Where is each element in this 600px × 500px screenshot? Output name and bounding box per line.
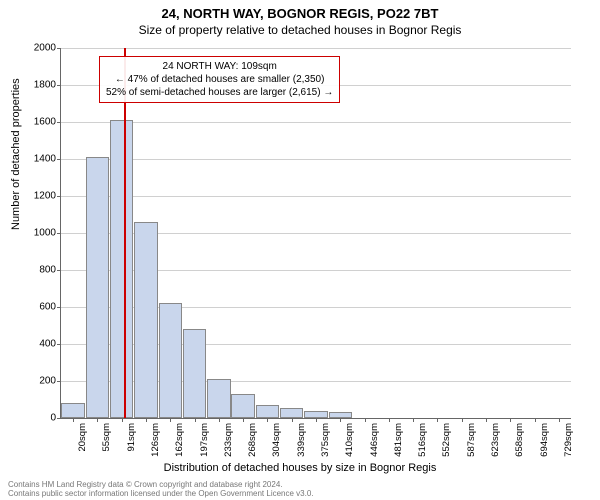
- ytick-mark: [57, 159, 61, 160]
- ytick-mark: [57, 85, 61, 86]
- bar: [183, 329, 206, 418]
- xtick-mark: [510, 418, 511, 422]
- xtick-label: 658sqm: [514, 423, 525, 457]
- xtick-label: 410sqm: [344, 423, 355, 457]
- xtick-label: 375sqm: [320, 423, 331, 457]
- xtick-mark: [219, 418, 220, 422]
- ytick-label: 1800: [16, 80, 56, 91]
- footer-line2: Contains public sector information licen…: [8, 489, 314, 498]
- gridline: [61, 48, 571, 49]
- xtick-mark: [122, 418, 123, 422]
- annotation-line: 52% of semi-detached houses are larger (…: [106, 86, 333, 99]
- bar: [159, 303, 182, 418]
- ytick-label: 1600: [16, 117, 56, 128]
- xtick-mark: [535, 418, 536, 422]
- bar: [256, 405, 279, 418]
- plot-region: 020040060080010001200140016001800200020s…: [60, 48, 571, 419]
- xtick-label: 304sqm: [271, 423, 282, 457]
- ytick-mark: [57, 122, 61, 123]
- reference-line: [124, 48, 126, 418]
- annotation-box: 24 NORTH WAY: 109sqm← 47% of detached ho…: [99, 56, 340, 103]
- xtick-label: 552sqm: [441, 423, 452, 457]
- ytick-label: 1400: [16, 154, 56, 165]
- xtick-mark: [462, 418, 463, 422]
- ytick-mark: [57, 196, 61, 197]
- xtick-label: 55sqm: [101, 423, 112, 452]
- xtick-mark: [243, 418, 244, 422]
- bar: [280, 408, 303, 418]
- footer-attribution: Contains HM Land Registry data © Crown c…: [8, 480, 314, 498]
- xtick-mark: [316, 418, 317, 422]
- gridline: [61, 196, 571, 197]
- xtick-mark: [73, 418, 74, 422]
- gridline: [61, 122, 571, 123]
- ytick-mark: [57, 48, 61, 49]
- bar: [134, 222, 157, 418]
- footer-line1: Contains HM Land Registry data © Crown c…: [8, 480, 314, 489]
- xtick-mark: [437, 418, 438, 422]
- xtick-label: 516sqm: [417, 423, 428, 457]
- xtick-label: 162sqm: [174, 423, 185, 457]
- ytick-mark: [57, 344, 61, 345]
- ytick-label: 1000: [16, 228, 56, 239]
- xtick-mark: [146, 418, 147, 422]
- ytick-mark: [57, 418, 61, 419]
- xtick-label: 694sqm: [539, 423, 550, 457]
- xtick-label: 481sqm: [393, 423, 404, 457]
- annotation-line: ← 47% of detached houses are smaller (2,…: [106, 73, 333, 86]
- chart-area: 020040060080010001200140016001800200020s…: [60, 48, 570, 418]
- xtick-mark: [365, 418, 366, 422]
- x-axis-label: Distribution of detached houses by size …: [0, 462, 600, 474]
- xtick-label: 587sqm: [466, 423, 477, 457]
- bar: [86, 157, 109, 418]
- ytick-label: 2000: [16, 43, 56, 54]
- xtick-mark: [559, 418, 560, 422]
- xtick-label: 126sqm: [150, 423, 161, 457]
- ytick-label: 800: [16, 265, 56, 276]
- xtick-mark: [340, 418, 341, 422]
- ytick-mark: [57, 233, 61, 234]
- xtick-label: 729sqm: [563, 423, 574, 457]
- ytick-label: 200: [16, 376, 56, 387]
- gridline: [61, 159, 571, 160]
- bar: [304, 411, 327, 418]
- xtick-mark: [413, 418, 414, 422]
- ytick-label: 400: [16, 339, 56, 350]
- bar: [110, 120, 133, 418]
- bar: [231, 394, 254, 418]
- xtick-mark: [486, 418, 487, 422]
- bar: [207, 379, 230, 418]
- bar: [61, 403, 84, 418]
- xtick-mark: [97, 418, 98, 422]
- xtick-label: 233sqm: [223, 423, 234, 457]
- chart-subtitle: Size of property relative to detached ho…: [0, 21, 600, 37]
- xtick-mark: [292, 418, 293, 422]
- xtick-label: 268sqm: [247, 423, 258, 457]
- ytick-mark: [57, 270, 61, 271]
- ytick-mark: [57, 307, 61, 308]
- ytick-mark: [57, 381, 61, 382]
- annotation-line: 24 NORTH WAY: 109sqm: [106, 60, 333, 73]
- xtick-mark: [195, 418, 196, 422]
- chart-title: 24, NORTH WAY, BOGNOR REGIS, PO22 7BT: [0, 0, 600, 21]
- xtick-label: 339sqm: [296, 423, 307, 457]
- xtick-mark: [389, 418, 390, 422]
- ytick-label: 1200: [16, 191, 56, 202]
- xtick-label: 91sqm: [126, 423, 137, 452]
- xtick-label: 446sqm: [369, 423, 380, 457]
- xtick-mark: [170, 418, 171, 422]
- xtick-label: 20sqm: [77, 423, 88, 452]
- xtick-label: 197sqm: [199, 423, 210, 457]
- ytick-label: 0: [16, 413, 56, 424]
- ytick-label: 600: [16, 302, 56, 313]
- xtick-label: 623sqm: [490, 423, 501, 457]
- xtick-mark: [267, 418, 268, 422]
